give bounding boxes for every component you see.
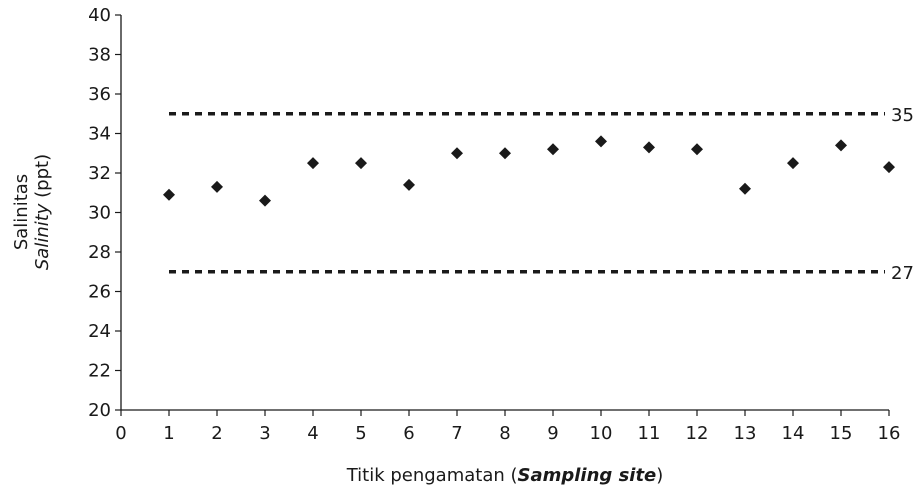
x-tick-label: 6 bbox=[403, 423, 414, 444]
x-tick-label: 8 bbox=[499, 423, 510, 444]
data-point bbox=[739, 182, 751, 195]
x-tick-label: 5 bbox=[355, 423, 366, 444]
x-tick-label: 1 bbox=[163, 423, 174, 444]
x-tick-label: 3 bbox=[259, 423, 270, 444]
y-tick-label: 24 bbox=[88, 321, 111, 342]
y-tick-label: 28 bbox=[88, 242, 111, 263]
data-point bbox=[163, 188, 175, 201]
y-tick-label: 22 bbox=[88, 361, 111, 382]
reference-lines: 35 27 bbox=[169, 105, 914, 284]
y-tick-label: 36 bbox=[88, 84, 111, 105]
x-tick-label: 10 bbox=[590, 423, 613, 444]
data-point bbox=[403, 178, 415, 191]
x-tick-label: 4 bbox=[307, 423, 318, 444]
data-point bbox=[259, 194, 271, 207]
x-tick-label: 7 bbox=[451, 423, 462, 444]
data-point bbox=[451, 147, 463, 160]
x-tick-label: 9 bbox=[547, 423, 558, 444]
x-axis-title: Titik pengamatan (Sampling site) bbox=[346, 465, 664, 486]
y-tick-label: 38 bbox=[88, 45, 111, 66]
x-tick-label: 15 bbox=[830, 423, 853, 444]
data-point bbox=[595, 135, 607, 148]
y-axis-title: Salinitas Salinity (ppt) bbox=[11, 154, 53, 270]
data-point bbox=[691, 143, 703, 156]
x-tick-label: 12 bbox=[686, 423, 709, 444]
data-points bbox=[163, 135, 895, 207]
data-point bbox=[787, 157, 799, 170]
y-axis-title-line1: Salinitas bbox=[11, 174, 32, 250]
x-tick-label: 13 bbox=[734, 423, 757, 444]
x-tick-label: 2 bbox=[211, 423, 222, 444]
data-point bbox=[211, 180, 223, 193]
y-tick-label: 26 bbox=[88, 282, 111, 303]
y-tick-label: 34 bbox=[88, 124, 111, 145]
data-point bbox=[307, 157, 319, 170]
x-tick-label: 0 bbox=[115, 423, 126, 444]
y-tick-label: 30 bbox=[88, 203, 111, 224]
data-point bbox=[643, 141, 655, 154]
data-point bbox=[883, 161, 895, 174]
y-axis-title-line2: Salinity (ppt) bbox=[32, 154, 53, 270]
data-point bbox=[835, 139, 847, 152]
data-point bbox=[355, 157, 367, 170]
y-tick-label: 20 bbox=[88, 400, 111, 421]
x-tick-label: 14 bbox=[782, 423, 805, 444]
reference-line-label: 35 bbox=[891, 105, 914, 126]
reference-line-label: 27 bbox=[891, 263, 914, 284]
y-tick-label: 40 bbox=[88, 5, 111, 26]
x-tick-label: 11 bbox=[638, 423, 661, 444]
x-tick-label: 16 bbox=[878, 423, 901, 444]
y-tick-label: 32 bbox=[88, 163, 111, 184]
data-point bbox=[499, 147, 511, 160]
data-point bbox=[547, 143, 559, 156]
